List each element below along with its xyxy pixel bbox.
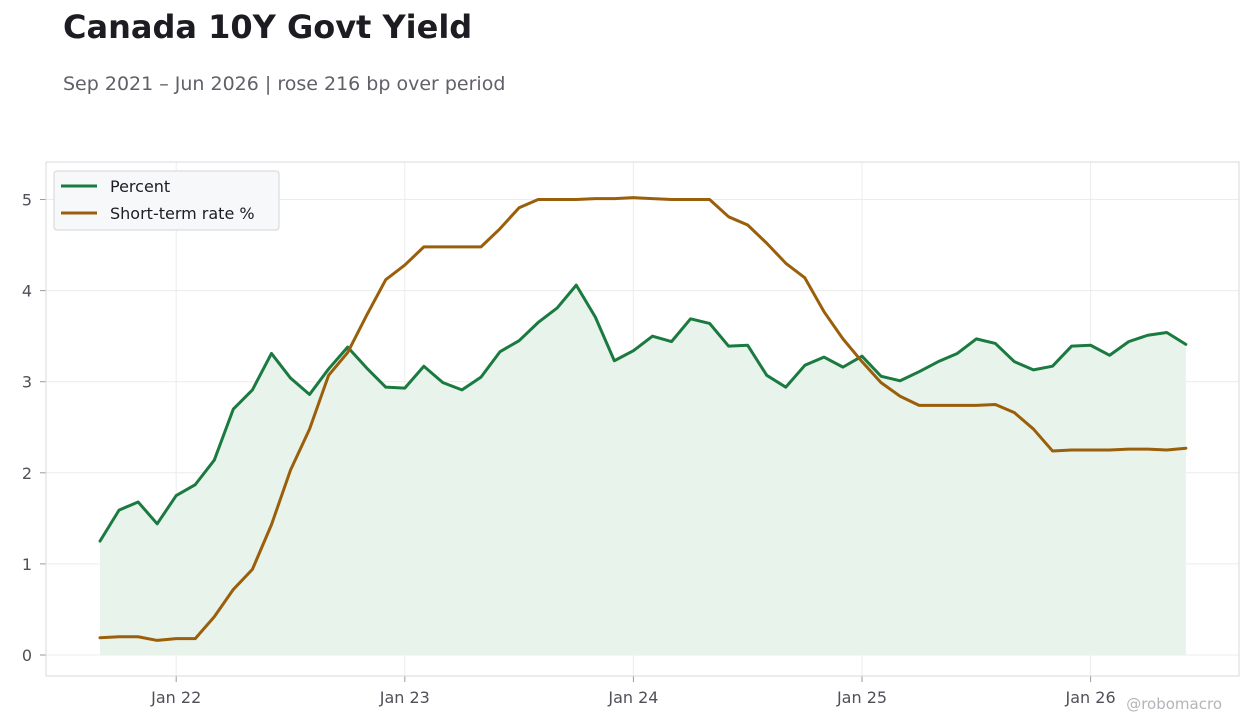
legend-label-1: Short-term rate % [110,204,255,223]
series-area-0 [100,285,1186,655]
x-tick-label: Jan 25 [836,688,887,707]
y-axis: 0 1 2 3 4 5 [22,191,46,665]
y-tick-label: 4 [22,282,32,301]
x-tick-label: Jan 23 [379,688,430,707]
legend-box [53,170,280,231]
series-line-1 [98,196,1188,642]
area-fill [100,285,1186,655]
x-tick-label: Jan 24 [607,688,658,707]
x-tick-label: Jan 22 [150,688,201,707]
y-tick-label: 5 [22,191,32,210]
legend: Percent Short-term rate % [53,170,280,231]
x-axis: Jan 22 Jan 23 Jan 24 Jan 25 Jan 26 [150,676,1116,707]
y-tick-label: 2 [22,464,32,483]
y-tick-label: 1 [22,555,32,574]
chart-title: Canada 10Y Govt Yield [63,8,473,46]
series-line-0 [98,283,1188,543]
series-lines [98,196,1188,642]
legend-label-0: Percent [110,177,170,196]
watermark: @robomacro [1126,695,1222,713]
chart-subtitle: Sep 2021 – Jun 2026 | rose 216 bp over p… [63,73,506,95]
x-tick-label: Jan 26 [1065,688,1116,707]
y-tick-label: 3 [22,373,32,392]
plot-frame [45,161,1240,677]
y-tick-label: 0 [22,646,32,665]
